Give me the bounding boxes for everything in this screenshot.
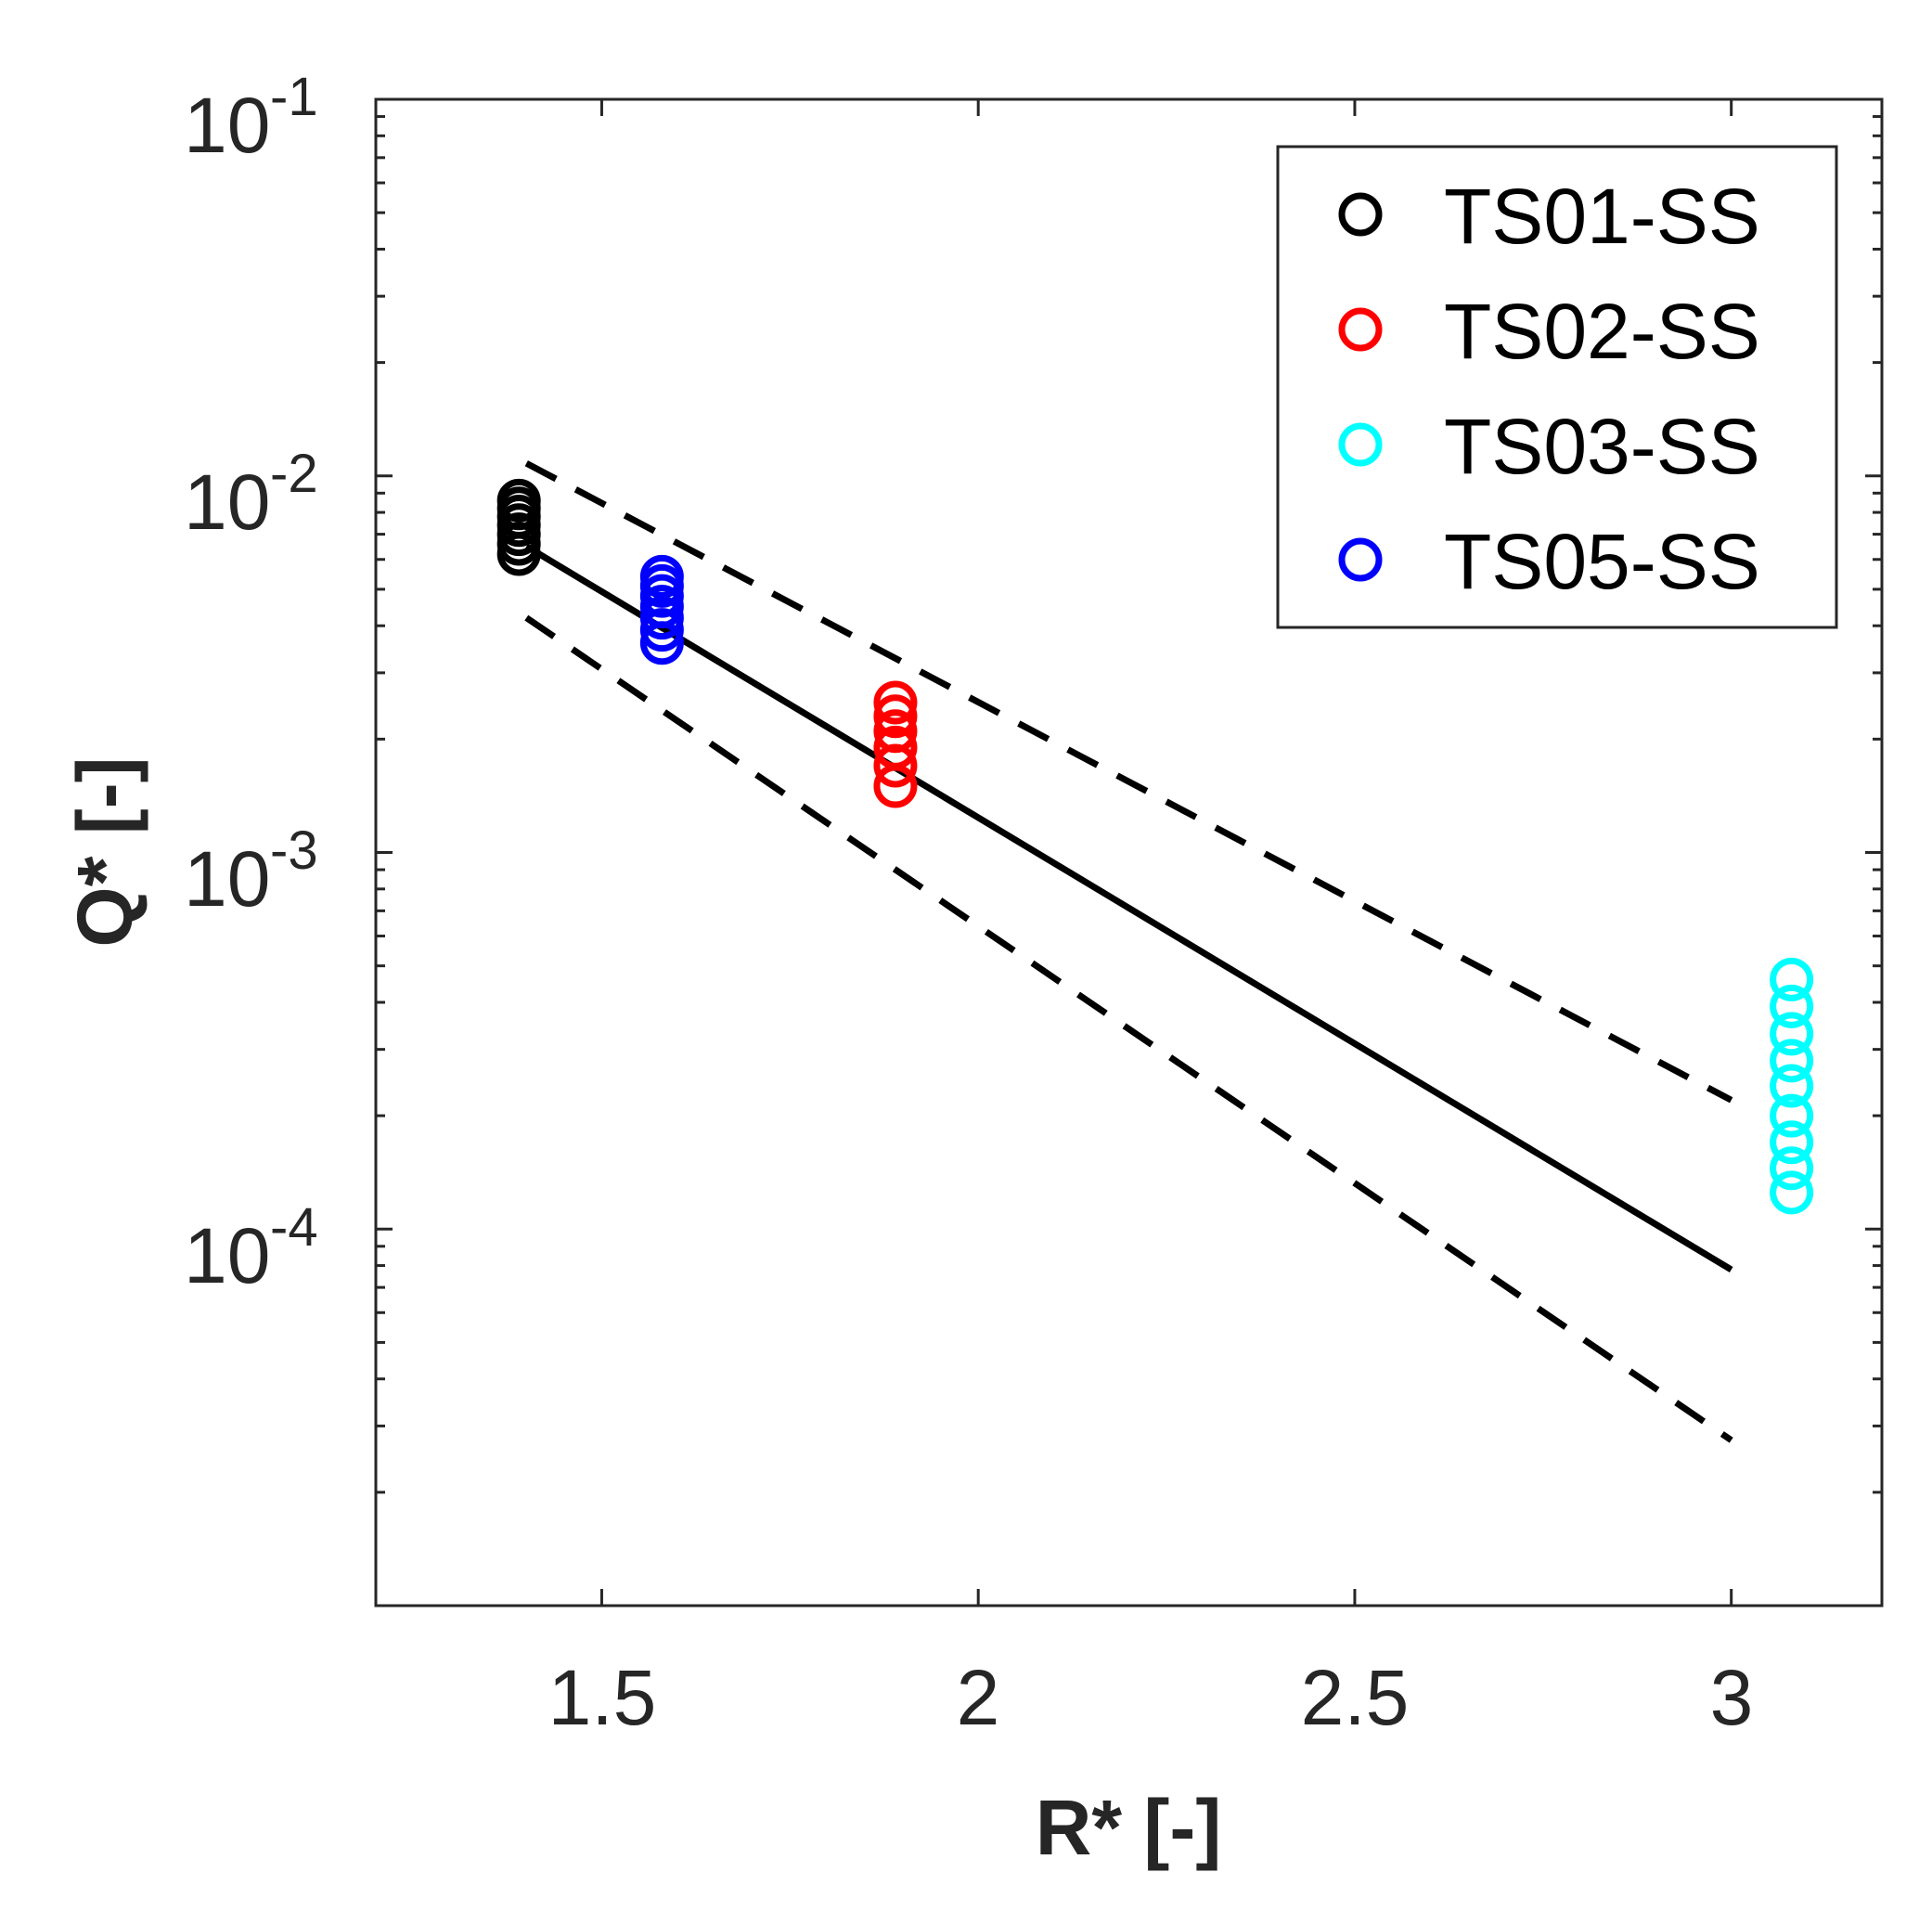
ts02-ss-point-2: [873, 725, 918, 769]
ts03-ss-point-0: [1770, 1170, 1814, 1215]
ts03-ss-point-3: [1770, 1093, 1814, 1138]
y-tick-label-1e-4: 10 -4: [184, 1197, 318, 1299]
axis-ticks: [376, 97, 1882, 1608]
ts02-ss-point-5: [873, 680, 918, 725]
y-tick-exponent: -3: [270, 820, 318, 881]
y-tick-label-1e-1: 10 -1: [184, 67, 318, 169]
y-tick-exponent: -4: [270, 1197, 318, 1258]
ts02-ss-point-4: [873, 694, 918, 739]
legend-label-ts03: TS03-SS: [1444, 403, 1760, 490]
y-tick-exponent: -1: [270, 67, 318, 127]
ts03-ss-point-7: [1770, 984, 1814, 1028]
legend-label-ts05: TS05-SS: [1444, 518, 1760, 605]
data-points: [496, 478, 1814, 1215]
ts01-ss-point-6: [496, 478, 541, 523]
fit-line: [524, 543, 1733, 1273]
lower-bound-line: [524, 614, 1733, 1443]
ts03-ss-point-1: [1770, 1146, 1814, 1191]
legend-marker-ts02: [1338, 307, 1383, 352]
upper-bound-line: [524, 460, 1733, 1104]
x-axis-title: R* [-]: [1036, 1784, 1222, 1871]
x-tick-label-2: 2: [957, 1654, 1000, 1741]
x-tick-label-1.5: 1.5: [548, 1654, 657, 1741]
legend-marker-ts03: [1338, 422, 1383, 467]
y-tick-base: 10: [184, 835, 270, 923]
ts03-ss-point-8: [1770, 957, 1814, 1001]
ts05-ss-point-6: [639, 554, 684, 599]
y-tick-base: 10: [184, 458, 270, 546]
y-axis-title: Q* [-]: [61, 756, 148, 947]
ts03-ss-point-2: [1770, 1120, 1814, 1165]
legend-marker-ts01: [1338, 192, 1383, 237]
fit-lines: [524, 460, 1733, 1443]
legend-marker-ts05: [1338, 537, 1383, 582]
legend: TS01-SS TS02-SS TS03-SS TS05-SS: [1276, 145, 1838, 629]
y-tick-label-1e-2: 10 -2: [184, 444, 318, 546]
y-tick-base: 10: [184, 82, 270, 169]
ts03-ss-point-4: [1770, 1064, 1814, 1108]
y-tick-label-1e-3: 10 -3: [184, 820, 318, 923]
ts02-ss-point-3: [873, 709, 918, 754]
y-tick-exponent: -2: [270, 444, 318, 504]
legend-label-ts02: TS02-SS: [1444, 288, 1760, 375]
x-tick-label-3: 3: [1710, 1654, 1754, 1741]
legend-label-ts01: TS01-SS: [1444, 173, 1760, 260]
ts03-ss-point-6: [1770, 1012, 1814, 1056]
ts03-ss-point-5: [1770, 1039, 1814, 1083]
y-tick-base: 10: [184, 1212, 270, 1299]
x-tick-label-2.5: 2.5: [1301, 1654, 1410, 1741]
